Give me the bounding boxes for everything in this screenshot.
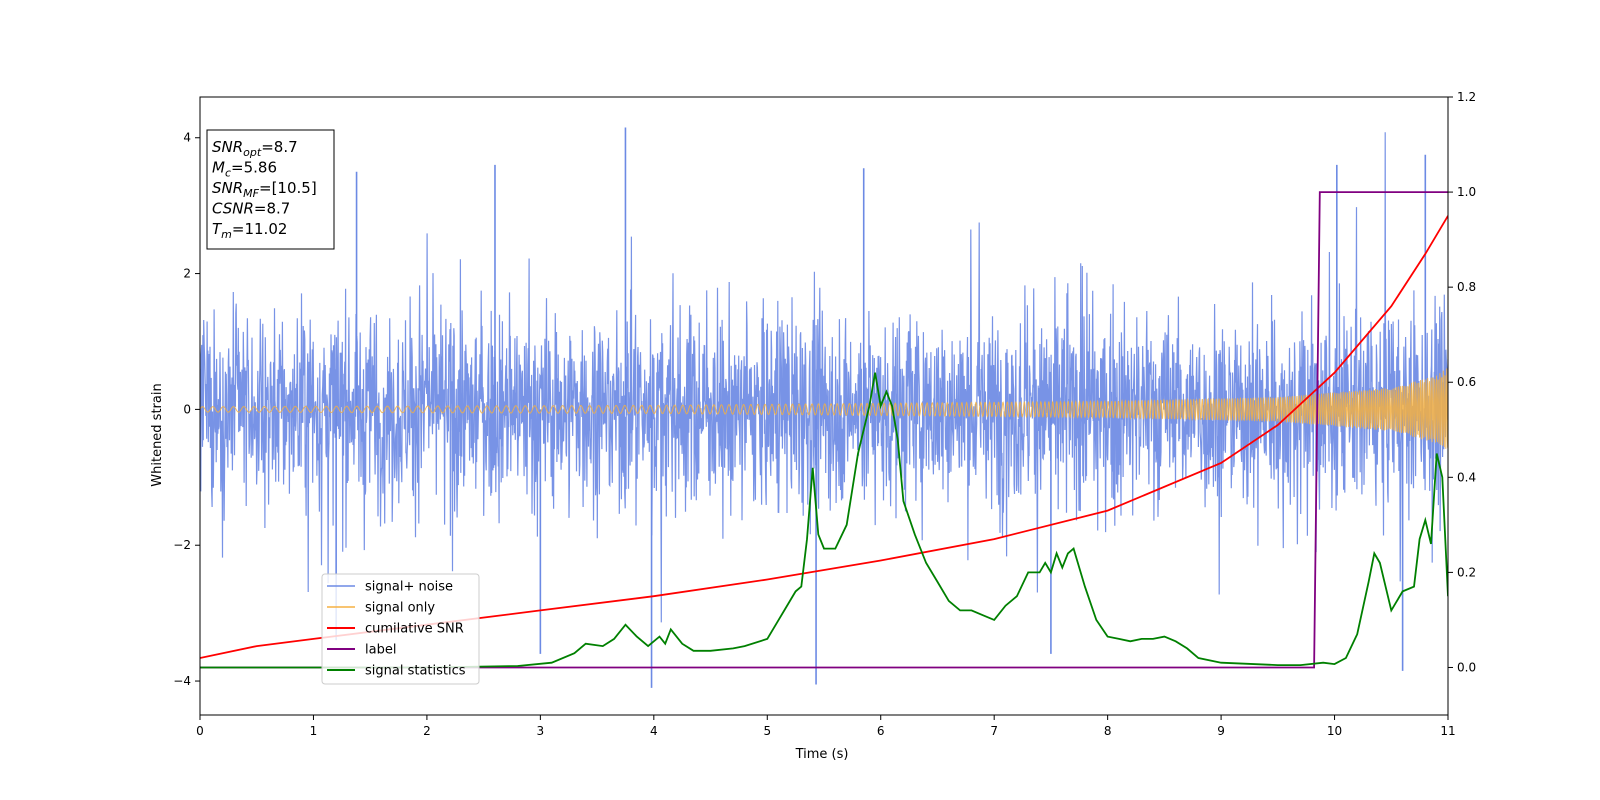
info-box-line: Mc=5.86 (212, 159, 277, 180)
x-tick-label: 11 (1440, 724, 1455, 738)
y-tick-label: −2 (173, 538, 191, 552)
x-tick-label: 6 (877, 724, 885, 738)
x-tick-label: 2 (423, 724, 431, 738)
x-tick-label: 5 (763, 724, 771, 738)
y-axis-label: Whitened strain (150, 383, 165, 486)
legend-label: signal statistics (365, 664, 466, 679)
legend-label: cumilative SNR (365, 622, 464, 637)
x-axis: 0 1 2 3 4 5 6 7 8 9 10 11 (196, 715, 1456, 738)
y-axis-right: 1.2 1.0 0.8 0.6 0.4 0.2 0.0 (1448, 90, 1476, 674)
x-tick-label: 4 (650, 724, 658, 738)
y2-tick-label: 1.0 (1457, 185, 1476, 199)
y2-tick-label: 0.4 (1457, 470, 1476, 484)
x-tick-label: 9 (1217, 724, 1225, 738)
series-signal-only (200, 368, 1448, 449)
series-label (200, 191, 1448, 669)
y-tick-label: 0 (183, 402, 191, 416)
x-tick-label: 3 (537, 724, 545, 738)
legend-label: label (365, 643, 396, 658)
series-signal-statistics (200, 372, 1448, 669)
legend-label: signal+ noise (365, 580, 453, 595)
y-tick-label: 2 (183, 267, 191, 281)
x-tick-label: 7 (990, 724, 998, 738)
axes-frame (199, 96, 1449, 716)
info-box-line: Tm=11.02 (212, 220, 287, 241)
y2-tick-label: 0.6 (1457, 375, 1476, 389)
info-box-line: CSNR=8.7 (212, 200, 290, 218)
y-axis-left: 4 2 0 −2 −4 (173, 131, 200, 688)
y2-tick-label: 1.2 (1457, 90, 1476, 104)
x-axis-label: Time (s) (795, 747, 849, 762)
legend: signal+ noise signal only cumilative SNR la… (321, 573, 480, 685)
legend-frame (321, 573, 480, 685)
x-tick-label: 10 (1327, 724, 1342, 738)
y2-tick-label: 0.0 (1457, 660, 1476, 674)
series-signal-noise (200, 132, 1448, 623)
plot-area (200, 127, 1448, 688)
x-tick-label: 8 (1104, 724, 1112, 738)
info-box-line: SNRopt=8.7 (212, 138, 298, 159)
info-box-frame (206, 129, 335, 250)
y-tick-label: 4 (183, 131, 191, 145)
y2-tick-label: 0.8 (1457, 280, 1476, 294)
x-tick-label: 1 (310, 724, 318, 738)
info-box-line: SNRMF=[10.5] (212, 179, 317, 200)
y2-tick-label: 0.2 (1457, 565, 1476, 579)
x-tick-label: 0 (196, 724, 204, 738)
legend-label: signal only (365, 601, 435, 616)
y-tick-label: −4 (173, 674, 191, 688)
